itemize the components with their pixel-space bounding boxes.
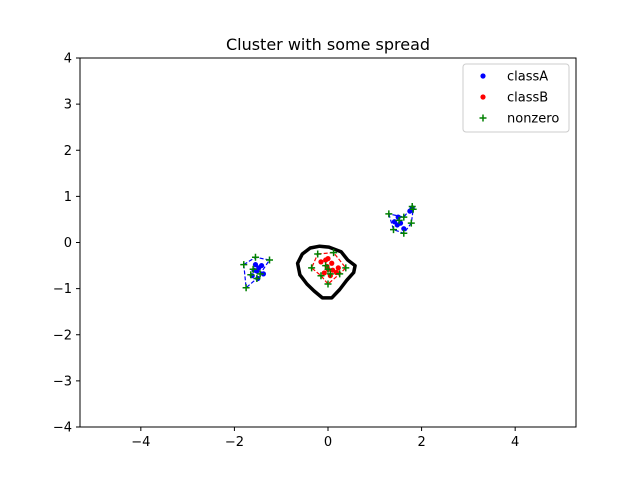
point-nonzero-17 <box>330 249 338 257</box>
legend-label-classB: classB <box>507 91 548 106</box>
point-nonzero-24 <box>336 270 344 278</box>
legend-marker-classA <box>480 73 486 79</box>
point-classA-0 <box>252 262 259 268</box>
point-nonzero-11 <box>407 219 415 227</box>
point-classA-10 <box>395 214 401 220</box>
legend: classA classB nonzero <box>462 63 570 133</box>
y-tick-label: 1 <box>64 190 72 205</box>
point-nonzero-20 <box>324 265 332 273</box>
y-tick-label: 4 <box>64 52 72 67</box>
legend-label-classA: classA <box>507 70 548 85</box>
point-nonzero-2 <box>266 256 274 264</box>
point-classB-8 <box>321 270 327 276</box>
enclosing-curve <box>295 244 357 300</box>
point-nonzero-5 <box>242 284 250 292</box>
legend-marker-nonzero <box>479 114 487 122</box>
y-tick-label: 3 <box>64 98 72 113</box>
point-classA-14 <box>401 226 407 232</box>
point-nonzero-1 <box>251 253 259 261</box>
point-classB-0 <box>318 259 324 265</box>
point-classA-3 <box>258 262 265 269</box>
point-nonzero-10 <box>400 229 408 237</box>
y-tick-label: −4 <box>53 421 72 436</box>
y-tick-label: 2 <box>64 144 72 159</box>
point-nonzero-22 <box>342 264 350 272</box>
point-nonzero-19 <box>317 272 325 280</box>
legend-box <box>462 63 570 133</box>
point-nonzero-13 <box>408 203 416 211</box>
point-nonzero-14 <box>400 213 408 221</box>
point-nonzero-16 <box>314 250 322 258</box>
x-tick-label: 0 <box>324 435 332 450</box>
point-nonzero-6 <box>249 265 257 273</box>
point-nonzero-0 <box>240 261 248 269</box>
x-tick-label: 2 <box>417 435 425 450</box>
y-tick-label: 0 <box>64 236 72 251</box>
point-nonzero-21 <box>326 270 334 278</box>
point-classB-2 <box>325 256 331 262</box>
point-nonzero-23 <box>324 280 332 288</box>
x-tick-label: −4 <box>131 435 150 450</box>
point-classA-7 <box>251 267 257 273</box>
legend-label-nonzero: nonzero <box>507 112 559 127</box>
point-classB-3 <box>329 260 335 266</box>
y-tick-label: −2 <box>53 328 72 343</box>
y-tick-label: −1 <box>53 282 72 297</box>
plot-area <box>240 203 417 300</box>
point-nonzero-4 <box>253 274 261 282</box>
x-tick-label: 4 <box>511 435 519 450</box>
y-tick-label: −3 <box>53 374 72 389</box>
point-nonzero-18 <box>308 264 316 272</box>
point-classB-10 <box>335 265 341 271</box>
chart-title: Cluster with some spread <box>226 35 430 54</box>
point-nonzero-15 <box>395 216 403 224</box>
point-nonzero-8 <box>385 210 393 218</box>
cluster-hull-2 <box>310 251 347 285</box>
axes: −4 −2 0 2 4 −4 −3 −2 −1 0 1 2 3 4 <box>53 52 519 451</box>
x-tick-label: −2 <box>225 435 244 450</box>
point-nonzero-9 <box>390 226 398 234</box>
point-nonzero-25 <box>322 262 330 270</box>
legend-marker-classB <box>480 94 486 100</box>
point-nonzero-7 <box>247 271 255 279</box>
point-nonzero-3 <box>256 270 264 278</box>
